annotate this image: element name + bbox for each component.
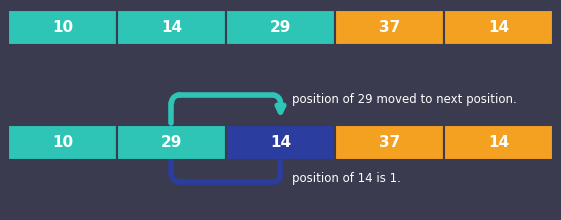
- Text: 14: 14: [488, 135, 509, 150]
- Text: 37: 37: [379, 135, 400, 150]
- Bar: [444, 125, 553, 160]
- Text: 10: 10: [52, 20, 73, 35]
- Text: 14: 14: [270, 135, 291, 150]
- Bar: [8, 10, 117, 45]
- Bar: [335, 125, 444, 160]
- Text: 37: 37: [379, 20, 400, 35]
- Text: position of 14 is 1.: position of 14 is 1.: [292, 172, 401, 185]
- Bar: [444, 10, 553, 45]
- Bar: [226, 10, 335, 45]
- Text: 29: 29: [161, 135, 182, 150]
- Bar: [335, 10, 444, 45]
- Text: position of 29 moved to next position.: position of 29 moved to next position.: [292, 92, 517, 106]
- Text: 29: 29: [270, 20, 291, 35]
- Bar: [117, 10, 226, 45]
- Bar: [117, 125, 226, 160]
- Bar: [8, 125, 117, 160]
- Text: 10: 10: [52, 135, 73, 150]
- Text: 14: 14: [161, 20, 182, 35]
- Text: 14: 14: [488, 20, 509, 35]
- Bar: [226, 125, 335, 160]
